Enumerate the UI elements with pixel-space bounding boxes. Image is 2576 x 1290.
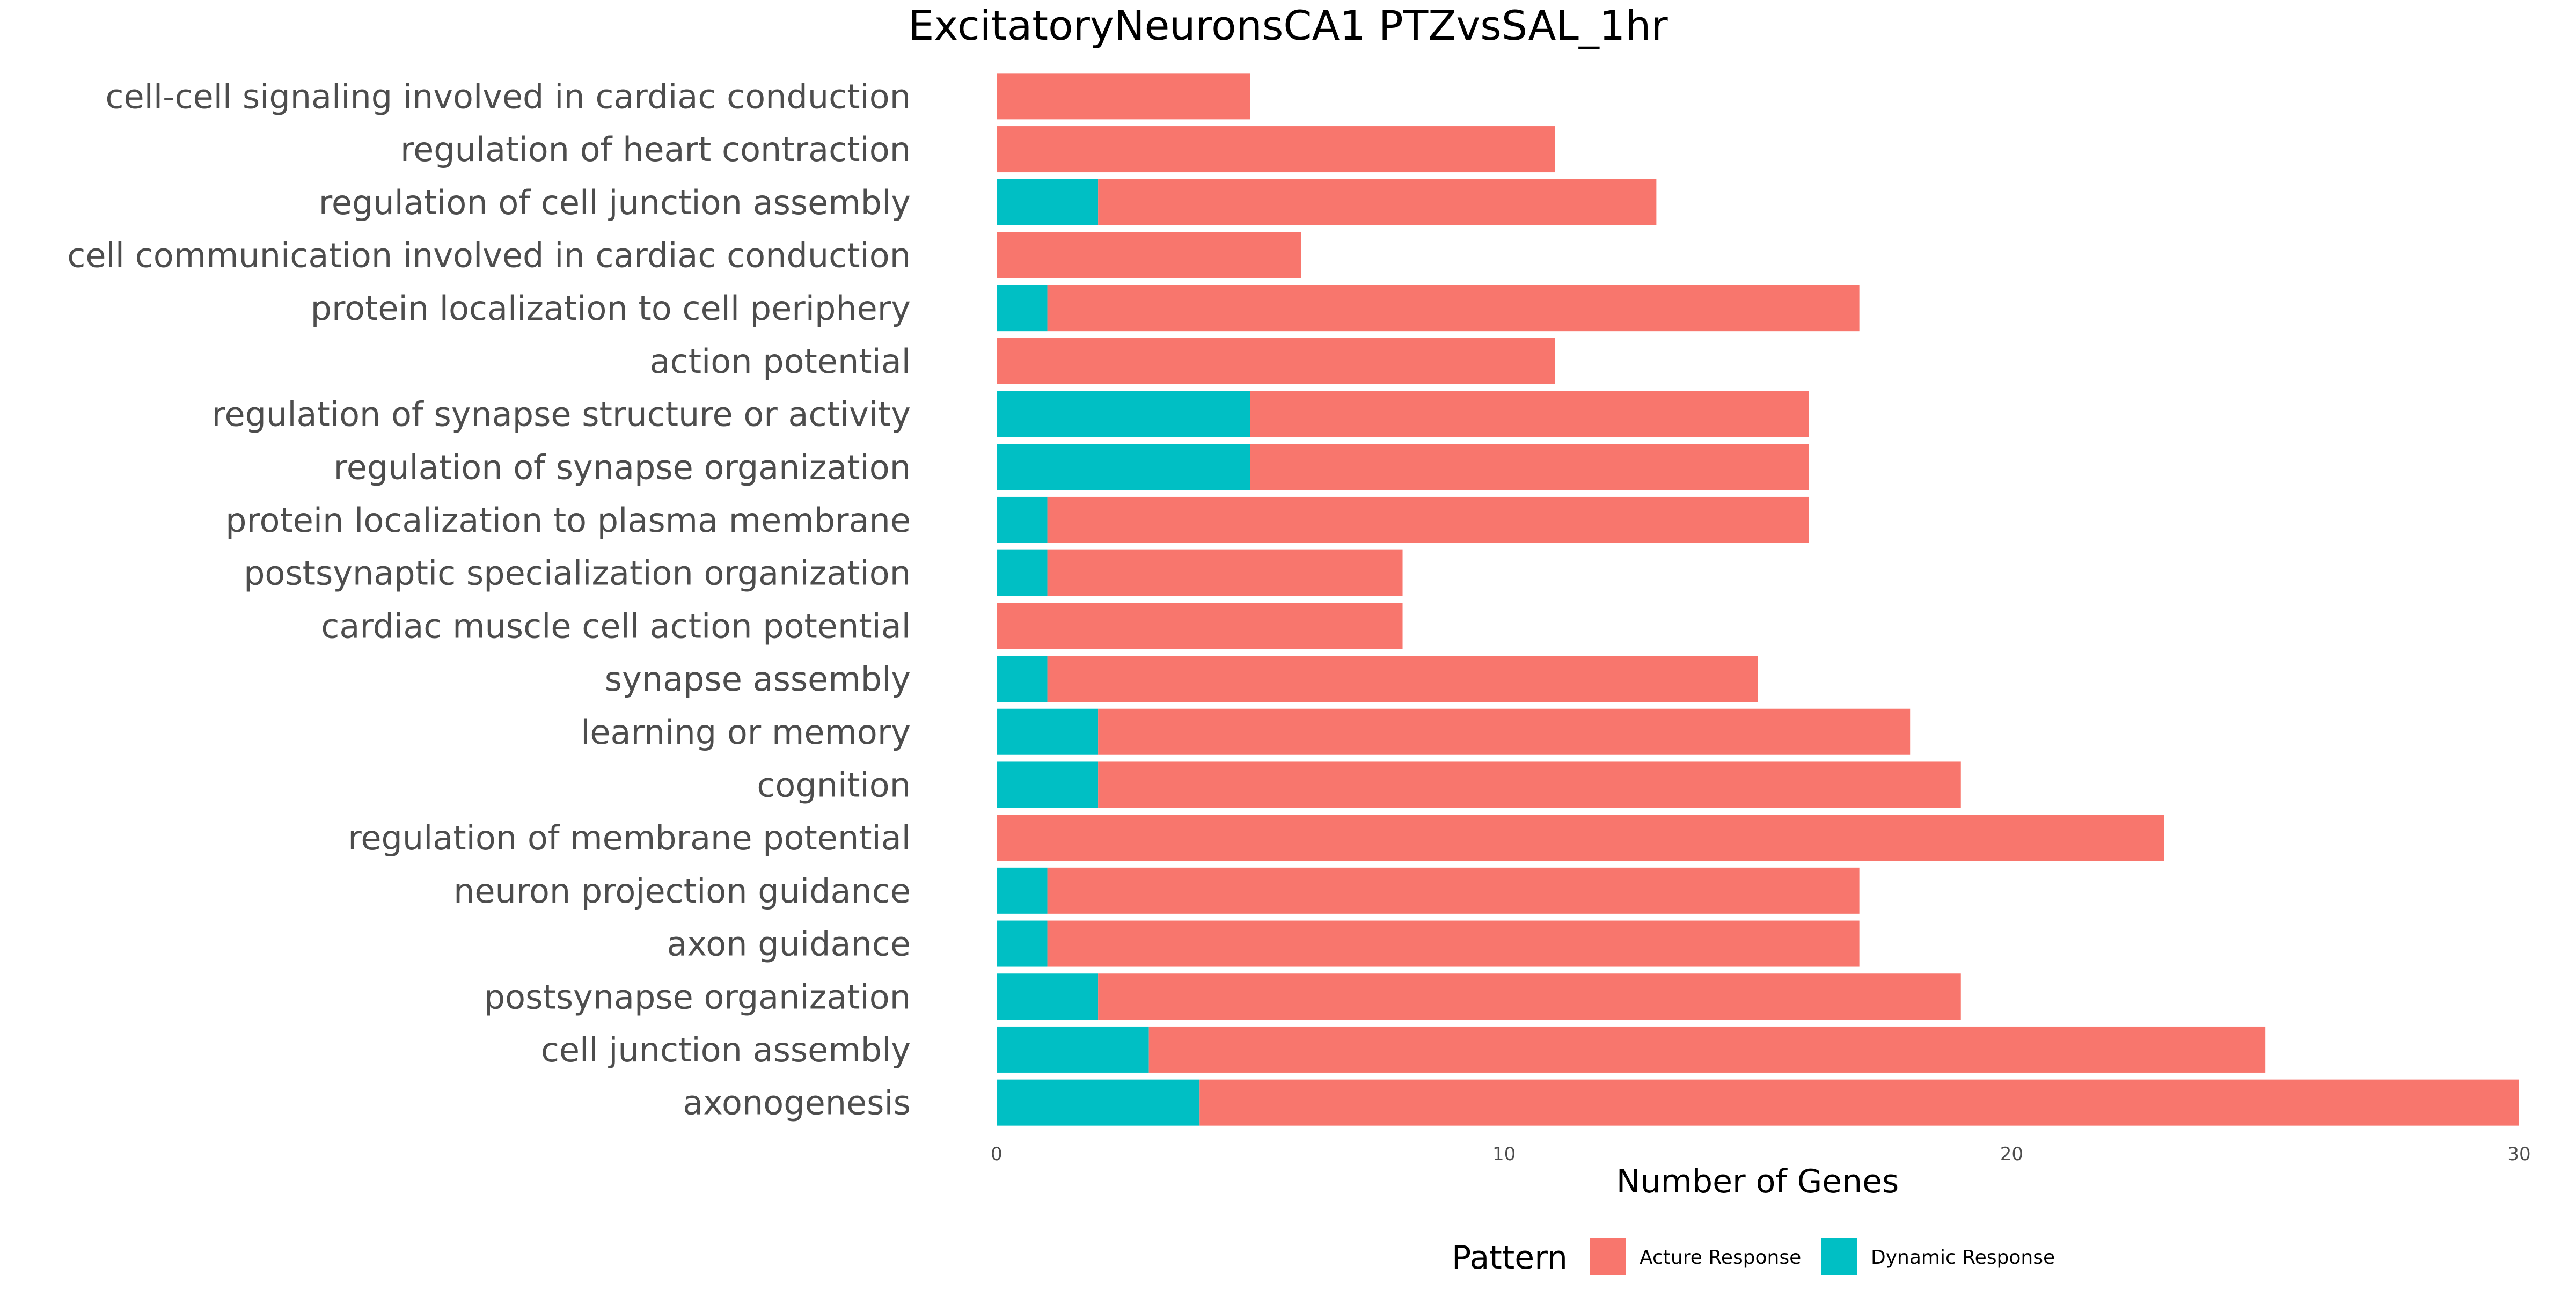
bar-dynamic-4 bbox=[997, 285, 1048, 332]
category-label: protein localization to plasma membrane bbox=[225, 501, 911, 540]
bar-dynamic-7 bbox=[997, 444, 1250, 490]
category-label: cell junction assembly bbox=[541, 1030, 911, 1069]
bar-acture-14 bbox=[997, 815, 2164, 861]
category-label: postsynaptic specialization organization bbox=[244, 554, 911, 593]
bar-dynamic-12 bbox=[997, 708, 1099, 755]
category-label: cognition bbox=[757, 765, 911, 804]
bar-acture-0 bbox=[997, 73, 1250, 120]
bar-acture-15 bbox=[1047, 867, 1860, 914]
x-tick-label: 0 bbox=[991, 1144, 1002, 1165]
x-axis-ticks: 0 10 20 30 bbox=[991, 1144, 2530, 1165]
bar-dynamic-16 bbox=[997, 920, 1048, 967]
category-label: neuron projection guidance bbox=[453, 871, 911, 911]
bar-acture-5 bbox=[997, 338, 1555, 384]
category-label: postsynapse organization bbox=[484, 977, 911, 1016]
bar-dynamic-15 bbox=[997, 867, 1048, 914]
bars-layer bbox=[997, 73, 2519, 1126]
legend-swatch-acture bbox=[1590, 1238, 1626, 1275]
bar-acture-10 bbox=[997, 603, 1403, 649]
chart-title: ExcitatoryNeuronsCA1 PTZvsSAL_1hr bbox=[908, 2, 1668, 49]
bar-acture-17 bbox=[1098, 973, 1961, 1020]
legend-title: Pattern bbox=[1452, 1239, 1568, 1277]
legend-label-acture: Acture Response bbox=[1640, 1247, 1801, 1269]
category-label: action potential bbox=[650, 342, 911, 381]
category-label: axonogenesis bbox=[683, 1083, 911, 1123]
category-label: cardiac muscle cell action potential bbox=[321, 606, 911, 646]
bar-acture-4 bbox=[1047, 285, 1860, 332]
bar-dynamic-2 bbox=[997, 179, 1099, 225]
bar-dynamic-9 bbox=[997, 549, 1048, 596]
bar-acture-1 bbox=[997, 126, 1555, 173]
bar-acture-13 bbox=[1098, 761, 1961, 808]
legend-swatch-dynamic bbox=[1821, 1238, 1857, 1275]
category-label: regulation of synapse organization bbox=[334, 448, 911, 487]
category-label: synapse assembly bbox=[605, 659, 911, 699]
bar-dynamic-13 bbox=[997, 761, 1099, 808]
bar-dynamic-11 bbox=[997, 656, 1048, 702]
bar-dynamic-8 bbox=[997, 496, 1048, 543]
category-label: axon guidance bbox=[667, 925, 911, 964]
bar-acture-9 bbox=[1047, 549, 1403, 596]
x-axis-title: Number of Genes bbox=[1616, 1163, 1899, 1200]
legend-label-dynamic: Dynamic Response bbox=[1871, 1247, 2055, 1269]
category-label: regulation of heart contraction bbox=[400, 130, 911, 169]
bar-acture-12 bbox=[1098, 708, 1911, 755]
legend: Pattern Acture Response Dynamic Response bbox=[1452, 1238, 2055, 1277]
bar-acture-7 bbox=[1250, 444, 1809, 490]
category-label: regulation of membrane potential bbox=[348, 818, 911, 857]
x-tick-label: 30 bbox=[2507, 1144, 2530, 1165]
x-tick-label: 10 bbox=[1492, 1144, 1516, 1165]
bar-acture-3 bbox=[997, 232, 1301, 278]
x-tick-label: 20 bbox=[2000, 1144, 2023, 1165]
bar-acture-18 bbox=[1148, 1026, 2266, 1073]
bar-dynamic-18 bbox=[997, 1026, 1149, 1073]
bar-dynamic-6 bbox=[997, 391, 1250, 437]
category-label: learning or memory bbox=[581, 713, 911, 752]
category-labels: cell-cell signaling involved in cardiac … bbox=[67, 77, 911, 1122]
bar-acture-2 bbox=[1098, 179, 1657, 225]
category-label: cell communication involved in cardiac c… bbox=[67, 236, 911, 275]
bar-dynamic-19 bbox=[997, 1079, 1200, 1126]
bar-acture-11 bbox=[1047, 656, 1758, 702]
bar-acture-16 bbox=[1047, 920, 1860, 967]
bar-acture-6 bbox=[1250, 391, 1809, 437]
category-label: protein localization to cell periphery bbox=[311, 289, 911, 328]
category-label: cell-cell signaling involved in cardiac … bbox=[105, 77, 911, 116]
bar-acture-8 bbox=[1047, 496, 1809, 543]
bar-acture-19 bbox=[1199, 1079, 2519, 1126]
category-label: regulation of synapse structure or activ… bbox=[211, 395, 911, 434]
category-label: regulation of cell junction assembly bbox=[319, 183, 911, 222]
bar-dynamic-17 bbox=[997, 973, 1099, 1020]
